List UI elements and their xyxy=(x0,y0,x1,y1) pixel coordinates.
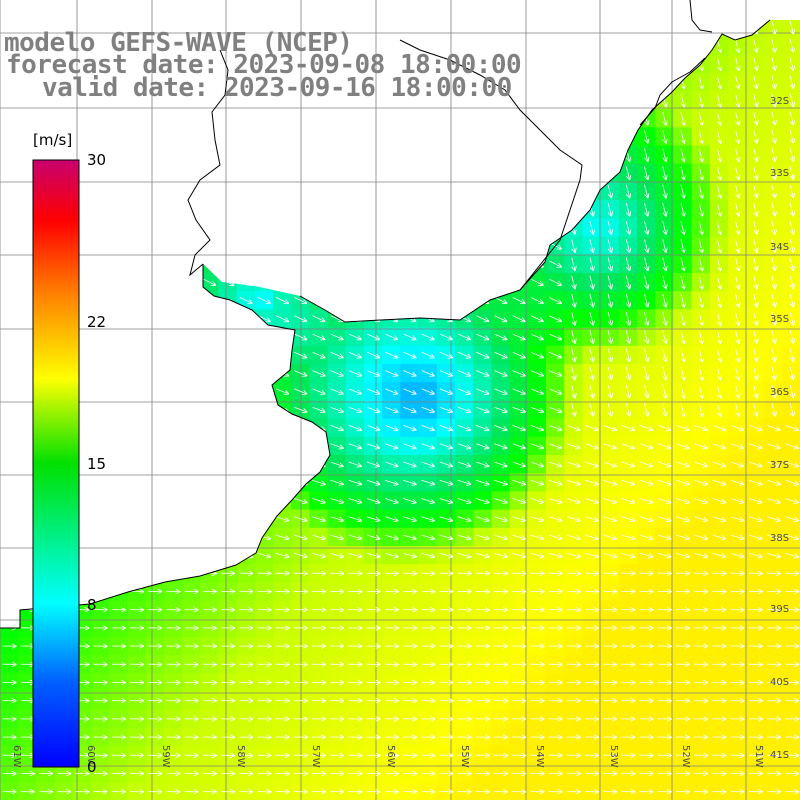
lon-label: 54W xyxy=(534,745,545,768)
speed-cell xyxy=(782,200,800,219)
lon-label: 61W xyxy=(11,745,22,768)
speed-cell xyxy=(782,345,800,365)
lon-label: 58W xyxy=(235,745,246,768)
speed-cell xyxy=(782,109,800,128)
lat-label: 39S xyxy=(770,604,789,615)
speed-cell xyxy=(782,400,800,420)
speed-cell xyxy=(782,273,800,292)
lat-label: 41S xyxy=(770,750,789,761)
speed-cell xyxy=(782,382,800,401)
speed-cell xyxy=(782,163,800,183)
colorbar xyxy=(32,159,80,768)
speed-cell xyxy=(782,509,800,529)
valid-date: valid date: 2023-09-16 18:00:00 xyxy=(42,73,512,103)
speed-cell xyxy=(782,436,800,456)
colorbar-gradient xyxy=(32,159,80,768)
speed-cell xyxy=(782,455,800,474)
lat-label: 40S xyxy=(770,677,789,688)
lon-label: 51W xyxy=(753,745,764,768)
lon-label: 52W xyxy=(680,745,691,768)
lat-label: 38S xyxy=(770,533,789,544)
lat-label: 33S xyxy=(770,168,789,179)
speed-cell xyxy=(782,254,800,274)
speed-cell xyxy=(782,54,800,74)
speed-cell xyxy=(782,309,800,329)
speed-cell xyxy=(782,327,800,347)
speed-cell xyxy=(782,127,800,147)
speed-cell xyxy=(782,91,800,110)
speed-cell xyxy=(782,182,800,201)
lon-label: 55W xyxy=(459,745,470,768)
speed-cell xyxy=(782,418,800,438)
speed-cell xyxy=(782,364,800,383)
lon-label: 53W xyxy=(608,745,619,768)
lat-label: 36S xyxy=(770,387,789,398)
lat-label: 34S xyxy=(770,242,789,253)
lon-label: 59W xyxy=(160,745,171,768)
speed-cell xyxy=(782,473,800,492)
speed-cell xyxy=(782,145,800,165)
speed-cell xyxy=(782,291,800,310)
lat-label: 37S xyxy=(770,460,789,471)
speed-cell xyxy=(782,236,800,256)
lat-label: 35S xyxy=(770,314,789,325)
speed-cell xyxy=(782,72,800,92)
speed-cell xyxy=(782,20,800,37)
lon-label: 57W xyxy=(310,745,321,768)
lat-label: 32S xyxy=(770,96,789,107)
speed-cell xyxy=(782,218,800,238)
lon-label: 56W xyxy=(385,745,396,768)
lon-label: 60W xyxy=(85,745,96,768)
speed-cell xyxy=(782,36,800,56)
speed-cell xyxy=(782,491,800,511)
